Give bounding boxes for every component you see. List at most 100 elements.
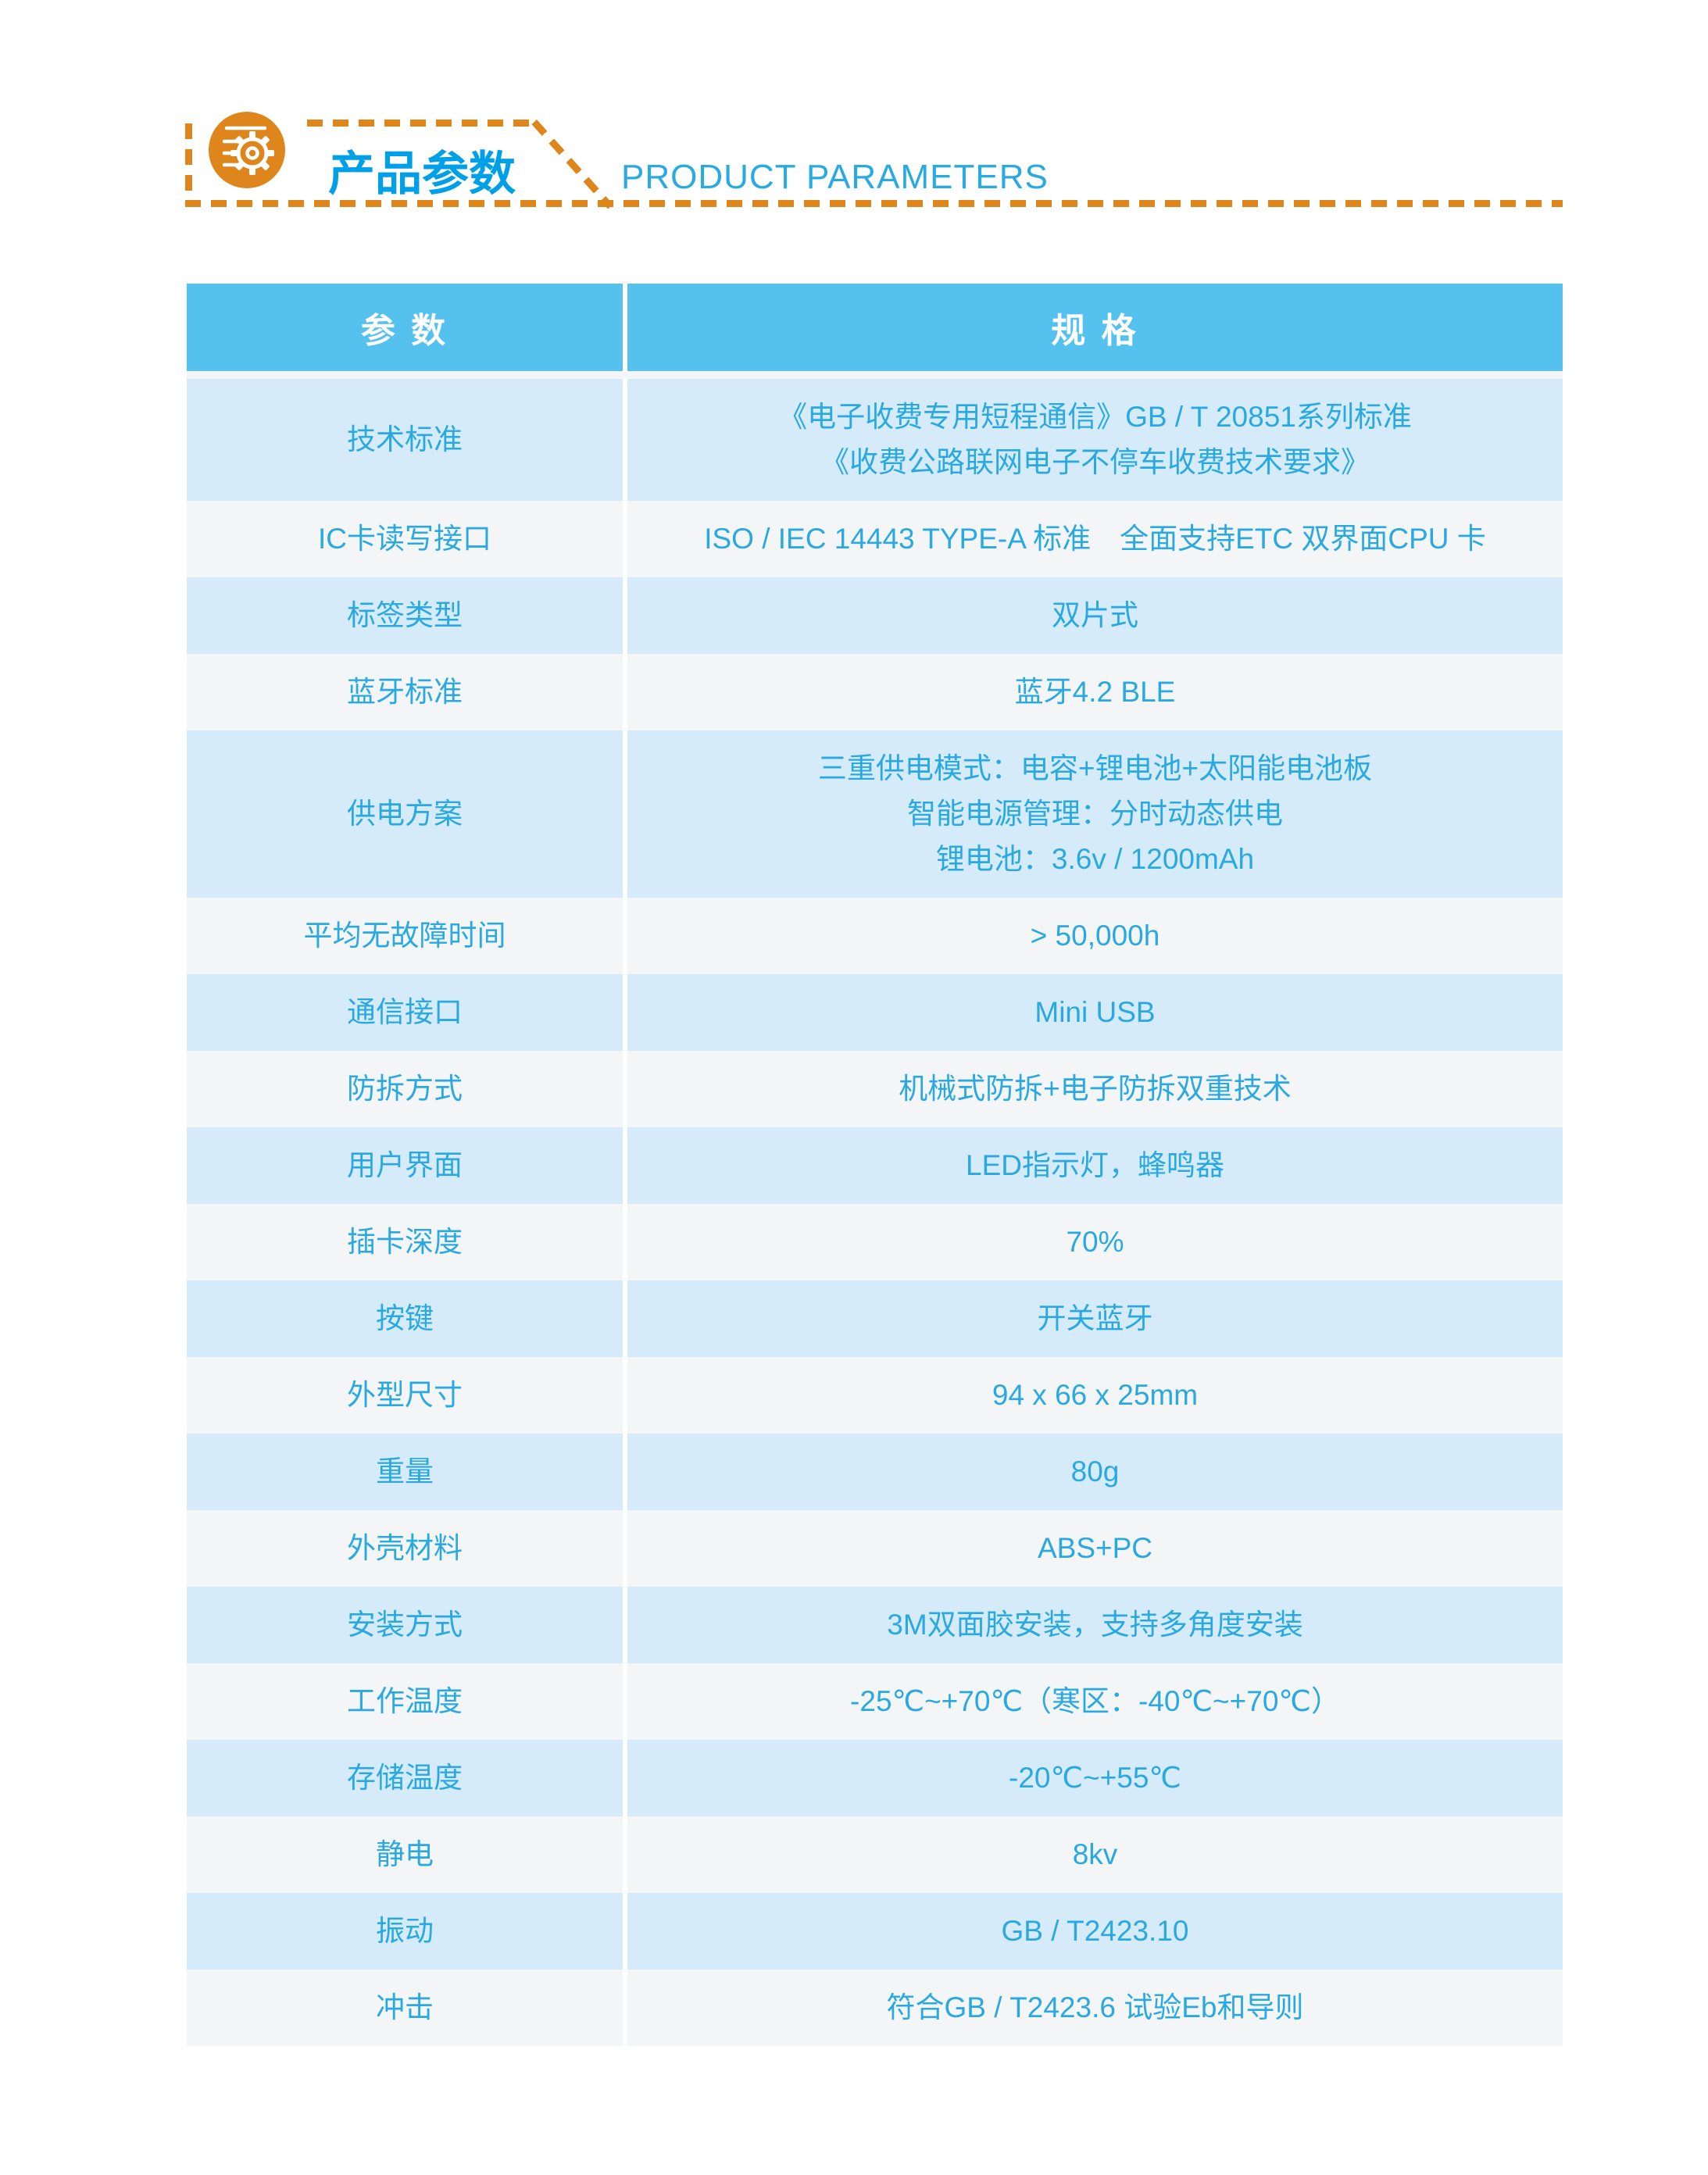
param-label: 重量 — [376, 1455, 434, 1488]
spec-line: 锂电池：3.6v / 1200mAh — [935, 843, 1255, 875]
spec-line: ISO / IEC 14443 TYPE-A 标准 全面支持ETC 双界面CPU… — [704, 523, 1486, 555]
spec-line: 94 x 66 x 25mm — [992, 1379, 1199, 1411]
spec-cell: > 50,000h — [627, 898, 1563, 974]
param-label: 标签类型 — [347, 599, 463, 631]
spec-line: 双片式 — [1052, 599, 1138, 631]
column-header-param: 参 数 — [187, 284, 623, 371]
param-cell: 重量 — [187, 1434, 623, 1510]
param-label: 插卡深度 — [347, 1226, 463, 1258]
gear-list-icon — [209, 112, 285, 188]
table-row: 外壳材料 ABS+PC — [187, 1510, 1563, 1587]
spec-cell: 机械式防拆+电子防拆双重技术 — [627, 1051, 1563, 1127]
page-title: 产品参数 — [328, 148, 516, 200]
spec-line: LED指示灯，蜂鸣器 — [966, 1149, 1224, 1181]
param-cell: 技术标准 — [187, 379, 623, 501]
param-label: 按键 — [376, 1302, 434, 1334]
spec-cell: 80g — [627, 1434, 1563, 1510]
spec-line: ABS+PC — [1037, 1532, 1153, 1564]
spec-cell: 开关蓝牙 — [627, 1280, 1563, 1357]
param-label: 蓝牙标准 — [347, 676, 463, 708]
param-label: 平均无故障时间 — [303, 920, 506, 952]
table-row: 振动 GB / T2423.10 — [187, 1893, 1563, 1970]
spec-cell: GB / T2423.10 — [627, 1893, 1563, 1970]
spec-cell: ISO / IEC 14443 TYPE-A 标准 全面支持ETC 双界面CPU… — [627, 501, 1563, 577]
spec-line: 8kv — [1072, 1838, 1118, 1870]
spec-line: 70% — [1066, 1226, 1124, 1258]
spec-line: 符合GB / T2423.6 试验Eb和导则 — [886, 1991, 1304, 2023]
dashed-border-diagonal — [531, 120, 613, 209]
spec-cell: 符合GB / T2423.6 试验Eb和导则 — [627, 1970, 1563, 2046]
param-label: 存储温度 — [347, 1762, 463, 1794]
param-cell: IC卡读写接口 — [187, 501, 623, 577]
param-cell: 标签类型 — [187, 577, 623, 654]
param-label: 供电方案 — [347, 798, 463, 830]
table-row: 存储温度 -20℃~+55℃ — [187, 1740, 1563, 1816]
dashed-border-top — [307, 120, 538, 127]
spec-cell: 蓝牙4.2 BLE — [627, 654, 1563, 730]
param-label: IC卡读写接口 — [318, 523, 491, 555]
table-header-row: 参 数 规 格 — [187, 284, 1563, 371]
spec-line: 蓝牙4.2 BLE — [1014, 676, 1176, 708]
param-cell: 冲击 — [187, 1970, 623, 2046]
param-cell: 蓝牙标准 — [187, 654, 623, 730]
spec-line: 3M双面胶安装，支持多角度安装 — [887, 1609, 1303, 1641]
table-row: 外型尺寸 94 x 66 x 25mm — [187, 1357, 1563, 1434]
table-row: 标签类型 双片式 — [187, 577, 1563, 654]
param-cell: 供电方案 — [187, 730, 623, 898]
param-label: 静电 — [376, 1838, 434, 1870]
param-cell: 外型尺寸 — [187, 1357, 623, 1434]
table-body: 技术标准 《电子收费专用短程通信》GB / T 20851系列标准 《收费公路联网电… — [187, 379, 1563, 2046]
table-row: 蓝牙标准 蓝牙4.2 BLE — [187, 654, 1563, 730]
table-row: 冲击 符合GB / T2423.6 试验Eb和导则 — [187, 1970, 1563, 2046]
param-label: 防拆方式 — [347, 1073, 463, 1105]
table-row: 防拆方式 机械式防拆+电子防拆双重技术 — [187, 1051, 1563, 1127]
header-body-gap — [187, 371, 1563, 379]
page-subtitle: PRODUCT PARAMETERS — [621, 158, 1049, 196]
param-label: 用户界面 — [347, 1149, 463, 1181]
table-row: 用户界面 LED指示灯，蜂鸣器 — [187, 1127, 1563, 1204]
param-label: 安装方式 — [347, 1609, 463, 1641]
parameters-table: 参 数 规 格 技术标准 《电子收费专用短程通信》GB / T 20851系列标准… — [187, 284, 1563, 2046]
spec-line: 《电子收费专用短程通信》GB / T 20851系列标准 — [778, 401, 1412, 433]
spec-cell: LED指示灯，蜂鸣器 — [627, 1127, 1563, 1204]
param-cell: 存储温度 — [187, 1740, 623, 1816]
spec-line: 《收费公路联网电子不停车收费技术要求》 — [820, 446, 1370, 478]
param-cell: 通信接口 — [187, 974, 623, 1051]
table-row: 按键 开关蓝牙 — [187, 1280, 1563, 1357]
table-row: 安装方式 3M双面胶安装，支持多角度安装 — [187, 1587, 1563, 1663]
spec-cell: 94 x 66 x 25mm — [627, 1357, 1563, 1434]
spec-cell: 70% — [627, 1204, 1563, 1280]
spec-cell: 3M双面胶安装，支持多角度安装 — [627, 1587, 1563, 1663]
param-label: 通信接口 — [347, 996, 463, 1028]
param-cell: 平均无故障时间 — [187, 898, 623, 974]
spec-line: Mini USB — [1034, 996, 1156, 1028]
param-cell: 外壳材料 — [187, 1510, 623, 1587]
table-row: 工作温度 -25℃~+70℃（寒区：-40℃~+70℃） — [187, 1663, 1563, 1740]
param-cell: 安装方式 — [187, 1587, 623, 1663]
spec-cell: 8kv — [627, 1816, 1563, 1893]
param-cell: 静电 — [187, 1816, 623, 1893]
spec-cell: 三重供电模式：电容+锂电池+太阳能电池板 智能电源管理：分时动态供电 锂电池：3.6… — [627, 730, 1563, 898]
spec-cell: -25℃~+70℃（寒区：-40℃~+70℃） — [627, 1663, 1563, 1740]
dashed-border-bottom — [185, 200, 1563, 207]
table-row: 插卡深度 70% — [187, 1204, 1563, 1280]
dashed-border-left — [185, 123, 192, 205]
param-label: 技术标准 — [347, 423, 463, 455]
param-label: 工作温度 — [347, 1685, 463, 1717]
table-row: IC卡读写接口 ISO / IEC 14443 TYPE-A 标准 全面支持ETC… — [187, 501, 1563, 577]
param-label: 外型尺寸 — [347, 1379, 463, 1411]
table-row: 重量 80g — [187, 1434, 1563, 1510]
param-cell: 插卡深度 — [187, 1204, 623, 1280]
param-cell: 用户界面 — [187, 1127, 623, 1204]
param-label: 振动 — [376, 1915, 434, 1947]
spec-cell: -20℃~+55℃ — [627, 1740, 1563, 1816]
spec-line: > 50,000h — [1030, 920, 1160, 952]
column-header-spec: 规 格 — [627, 284, 1563, 371]
spec-line: -25℃~+70℃（寒区：-40℃~+70℃） — [850, 1685, 1340, 1717]
spec-line: 开关蓝牙 — [1037, 1302, 1153, 1334]
table-row: 供电方案 三重供电模式：电容+锂电池+太阳能电池板 智能电源管理：分时动态供电 锂电池… — [187, 730, 1563, 898]
table-row: 平均无故障时间 > 50,000h — [187, 898, 1563, 974]
spec-line: 机械式防拆+电子防拆双重技术 — [899, 1073, 1292, 1105]
spec-line: GB / T2423.10 — [1001, 1915, 1189, 1947]
